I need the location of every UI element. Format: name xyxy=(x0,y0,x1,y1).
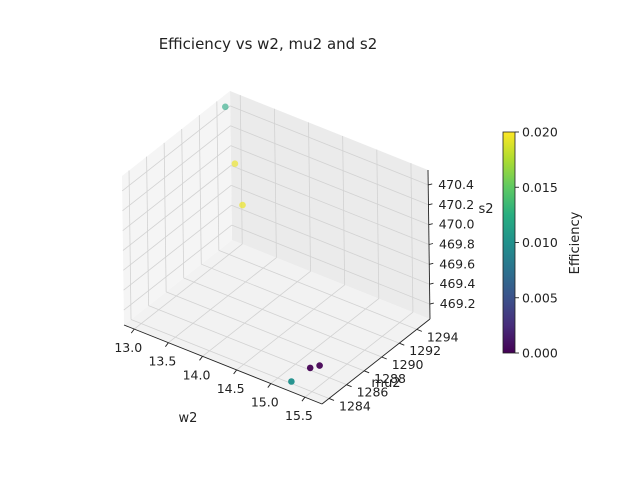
z-tick-mark xyxy=(429,302,434,305)
grid-y-floor xyxy=(148,305,347,386)
z-axis-label: s2 xyxy=(478,202,493,217)
y-tick-label: 1290 xyxy=(392,357,424,372)
grid-y-floor xyxy=(218,249,417,330)
x-tick-mark xyxy=(130,328,135,334)
x-tick-label: 14.0 xyxy=(183,367,211,382)
z-tick-mark xyxy=(428,243,434,245)
y-axis-line xyxy=(321,318,431,405)
z-tick-label: 470.0 xyxy=(439,217,475,232)
data-point xyxy=(306,364,314,372)
grid-z-side xyxy=(122,125,231,212)
y-tick-label: 1292 xyxy=(409,343,441,358)
y-tick-mark xyxy=(328,398,335,401)
x-tick-mark xyxy=(267,383,272,388)
z-tick-label: 470.2 xyxy=(438,197,474,212)
z-tick-mark xyxy=(429,262,434,265)
tick-labels: 13.0 13.5 14.0 14.5 15.0 15.5 1284128612881290… xyxy=(114,177,475,423)
z-tick-label: 469.4 xyxy=(440,276,476,291)
x-tick-mark xyxy=(301,396,306,402)
y-axis-label: mu2 xyxy=(371,376,400,391)
x-tick-mark xyxy=(165,342,169,347)
y-tick-mark xyxy=(363,370,370,374)
y-tick-mark xyxy=(416,328,422,332)
grid-x-floor xyxy=(202,271,311,357)
data-point xyxy=(231,160,239,167)
y-tick-mark xyxy=(381,356,387,360)
y-tick-mark xyxy=(399,342,405,346)
grid-y-floor xyxy=(165,291,365,372)
grid-z-side xyxy=(123,185,232,271)
x-tick-label: 13.0 xyxy=(114,340,142,355)
x-tick-label: 15.0 xyxy=(251,395,279,410)
grid-y-floor xyxy=(183,277,382,358)
y-tick-label: 1294 xyxy=(427,329,459,344)
colorbar xyxy=(502,131,516,354)
grid-z-side xyxy=(122,165,232,251)
x-tick-mark xyxy=(199,356,203,361)
data-points xyxy=(222,103,323,385)
grid-z-back xyxy=(231,204,430,285)
x-tick-mark xyxy=(233,369,238,375)
z-tick-mark xyxy=(428,183,433,186)
grid-z-side xyxy=(122,145,231,231)
colorbar-label: Efficiency xyxy=(568,211,583,274)
z-tick-label: 469.8 xyxy=(439,237,475,252)
colorbar-ticks: 0.000 0.005 0.010 0.015 0.020 xyxy=(515,125,558,361)
colorbar-tick-label: 0.010 xyxy=(522,235,558,250)
colorbar-tick-label: 0.015 xyxy=(522,180,558,195)
grid-x-floor xyxy=(133,243,243,330)
grid-x-floor xyxy=(168,257,277,344)
z-tick-mark xyxy=(429,282,434,285)
y-tick-label: 1288 xyxy=(374,371,406,386)
x-axis-line xyxy=(123,324,323,405)
chart-title: Efficiency vs w2, mu2 and s2 xyxy=(159,35,378,53)
grid-x-floor xyxy=(304,311,414,398)
grid-z-back xyxy=(230,125,429,206)
grid-z-back xyxy=(231,224,430,305)
grid-y-floor xyxy=(130,319,330,399)
x-tick-label: 14.5 xyxy=(217,381,245,396)
x-tick-label: 15.5 xyxy=(285,408,313,423)
grid-y-floor xyxy=(201,263,400,344)
y-tick-mark xyxy=(346,384,352,388)
grid-z-back xyxy=(230,105,429,186)
floor-pane xyxy=(124,240,430,404)
z-tick-label: 469.6 xyxy=(439,256,475,271)
x-axis-label: w2 xyxy=(179,411,198,426)
z-tick-mark xyxy=(428,223,433,226)
y-tick-label: 1284 xyxy=(339,398,371,413)
grid-z-side xyxy=(123,204,232,291)
grid-x-floor xyxy=(270,298,380,384)
data-point xyxy=(288,378,295,385)
grid-z-back xyxy=(230,165,430,245)
x-tick-label: 13.5 xyxy=(148,354,176,369)
data-point xyxy=(316,362,323,369)
grid-z-side xyxy=(123,224,233,311)
grid-z-side xyxy=(121,105,231,192)
grid-z-back xyxy=(230,145,429,226)
grid-x-floor xyxy=(236,284,345,371)
y-tick-label: 1286 xyxy=(357,385,389,400)
colorbar-tick-label: 0.020 xyxy=(522,125,558,140)
grid-z-back xyxy=(231,184,430,265)
z-tick-label: 469.2 xyxy=(440,296,476,311)
data-point xyxy=(222,103,229,111)
colorbar-tick-label: 0.000 xyxy=(522,346,558,361)
data-point xyxy=(239,201,246,209)
colorbar-tick-label: 0.005 xyxy=(522,290,558,305)
z-tick-mark xyxy=(428,203,433,206)
grid-lines xyxy=(121,95,430,399)
z-tick-label: 470.4 xyxy=(438,177,474,192)
